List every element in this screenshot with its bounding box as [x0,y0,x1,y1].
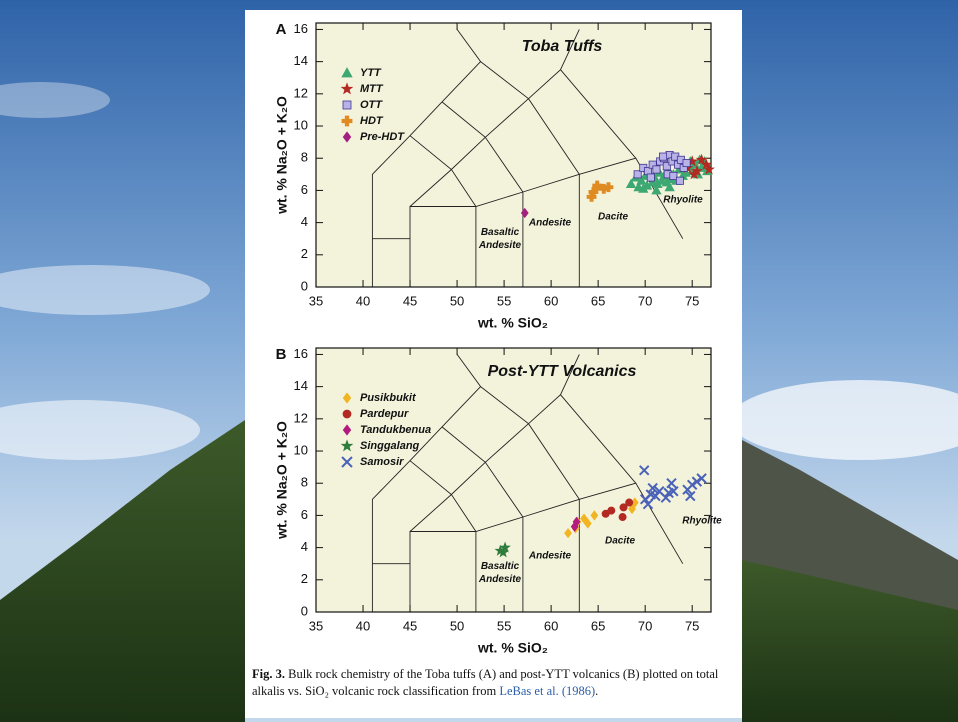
x-tick-label: 40 [356,618,370,633]
x-tick-label: 70 [638,293,652,308]
y-tick-label: 6 [301,182,308,197]
x-tick-label: 75 [685,293,699,308]
region-label: Dacite [605,536,635,547]
marker-circle [619,513,626,520]
caption: Fig. 3. Bulk rock chemistry of the Toba … [252,666,734,700]
region-label: Rhyolite [663,195,703,206]
x-tick-label: 50 [450,618,464,633]
legend-label: Singgalang [360,440,420,452]
y-tick-label: 4 [301,539,308,554]
plot-area [316,348,711,612]
region-label: Dacite [598,212,628,223]
x-axis-label: wt. % SiO₂ [477,640,548,656]
marker-square [670,172,677,179]
x-tick-label: 35 [309,618,323,633]
y-tick-label: 10 [294,442,308,457]
chart-title: Post-YTT Volcanics [488,363,637,380]
y-tick-label: 14 [294,378,308,393]
x-tick-label: 35 [309,293,323,308]
legend-label: YTT [360,67,382,79]
y-axis-label: wt. % Na₂O + K₂O [274,421,290,540]
legend-label: Pre-HDT [360,131,405,143]
region-label: Andesite [528,551,572,562]
y-tick-label: 6 [301,507,308,522]
y-tick-label: 16 [294,346,308,361]
marker-square [653,166,660,173]
caption-text: Bulk rock chemistry of the Toba tuffs (A… [252,667,718,698]
y-tick-label: 8 [301,475,308,490]
legend-label: Samosir [360,456,404,468]
caption-link[interactable]: LeBas et al. (1986) [499,684,595,698]
y-tick-label: 12 [294,85,308,100]
y-tick-label: 10 [294,117,308,132]
y-tick-label: 14 [294,53,308,68]
x-tick-label: 45 [403,618,417,633]
caption-label: Fig. 3. [252,667,285,681]
region-label: Andesite [528,218,572,229]
y-axis-label: wt. % Na₂O + K₂O [274,96,290,215]
y-tick-label: 2 [301,246,308,261]
x-tick-label: 55 [497,293,511,308]
figure: 3540455055606570750246810121416AToba Tuf… [0,0,958,722]
marker-square [647,174,654,181]
x-tick-label: 75 [685,618,699,633]
marker-square [676,177,683,184]
x-tick-label: 70 [638,618,652,633]
y-tick-label: 16 [294,21,308,36]
caption-end: . [595,684,598,698]
legend-label: Tandukbenua [360,424,431,436]
x-tick-label: 60 [544,293,558,308]
legend-marker [343,101,351,109]
x-tick-label: 65 [591,618,605,633]
x-tick-label: 65 [591,293,605,308]
y-tick-label: 0 [301,603,308,618]
legend-label: OTT [360,99,383,111]
marker-square [683,159,690,166]
y-tick-label: 4 [301,214,308,229]
marker-circle [608,507,615,514]
legend-marker [343,410,351,418]
x-tick-label: 50 [450,293,464,308]
legend-label: Pusikbukit [360,392,417,404]
x-tick-label: 60 [544,618,558,633]
marker-square [659,153,666,160]
x-tick-label: 55 [497,618,511,633]
y-tick-label: 12 [294,410,308,425]
panel-label: B [276,346,287,363]
panel-label: A [276,21,287,38]
page: 3540455055606570750246810121416AToba Tuf… [0,0,958,722]
y-tick-label: 8 [301,150,308,165]
y-tick-label: 2 [301,571,308,586]
legend-label: MTT [360,83,384,95]
chart-title: Toba Tuffs [522,38,603,55]
marker-circle [626,499,633,506]
legend-label: Pardepur [360,408,409,420]
y-tick-label: 0 [301,278,308,293]
region-label: Rhyolite [682,516,722,527]
x-tick-label: 40 [356,293,370,308]
x-tick-label: 45 [403,293,417,308]
x-axis-label: wt. % SiO₂ [477,315,548,331]
legend-label: HDT [360,115,384,127]
